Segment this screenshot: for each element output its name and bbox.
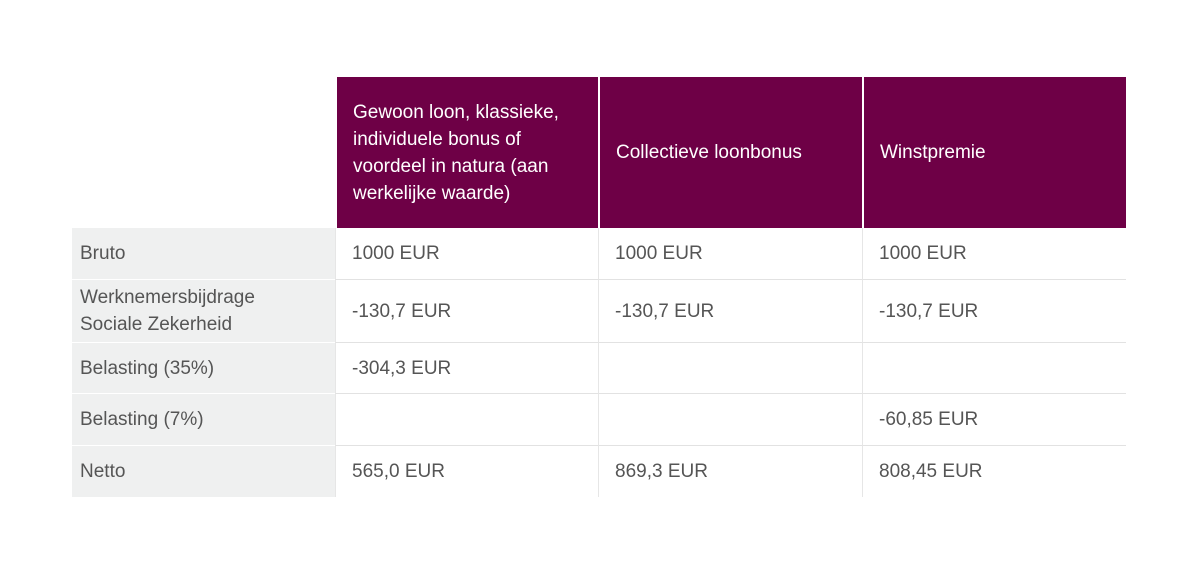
table-cell: -130,7 EUR (598, 280, 862, 343)
column-header: Collectieve loonbonus (598, 77, 862, 228)
table-cell: 869,3 EUR (598, 446, 862, 497)
table-cell (598, 343, 862, 394)
corner-cell (72, 77, 335, 228)
table-cell (335, 394, 598, 446)
row-label: Bruto (72, 228, 335, 280)
row-label: Belasting (35%) (72, 343, 335, 394)
table-cell: -130,7 EUR (335, 280, 598, 343)
table-cell: 1000 EUR (862, 228, 1126, 280)
column-header: Gewoon loon, klassieke, individuele bonu… (335, 77, 598, 228)
row-label: Netto (72, 446, 335, 497)
table-cell (862, 343, 1126, 394)
row-label: Belasting (7%) (72, 394, 335, 446)
table-cell: -304,3 EUR (335, 343, 598, 394)
table-cell: 565,0 EUR (335, 446, 598, 497)
row-label: Werknemersbijdrage Sociale Zekerheid (72, 280, 335, 343)
column-header: Winstpremie (862, 77, 1126, 228)
table-cell (598, 394, 862, 446)
comparison-table: Gewoon loon, klassieke, individuele bonu… (72, 77, 1126, 497)
table-cell: 808,45 EUR (862, 446, 1126, 497)
table-cell: -130,7 EUR (862, 280, 1126, 343)
table-cell: 1000 EUR (598, 228, 862, 280)
table-cell: 1000 EUR (335, 228, 598, 280)
table-cell: -60,85 EUR (862, 394, 1126, 446)
